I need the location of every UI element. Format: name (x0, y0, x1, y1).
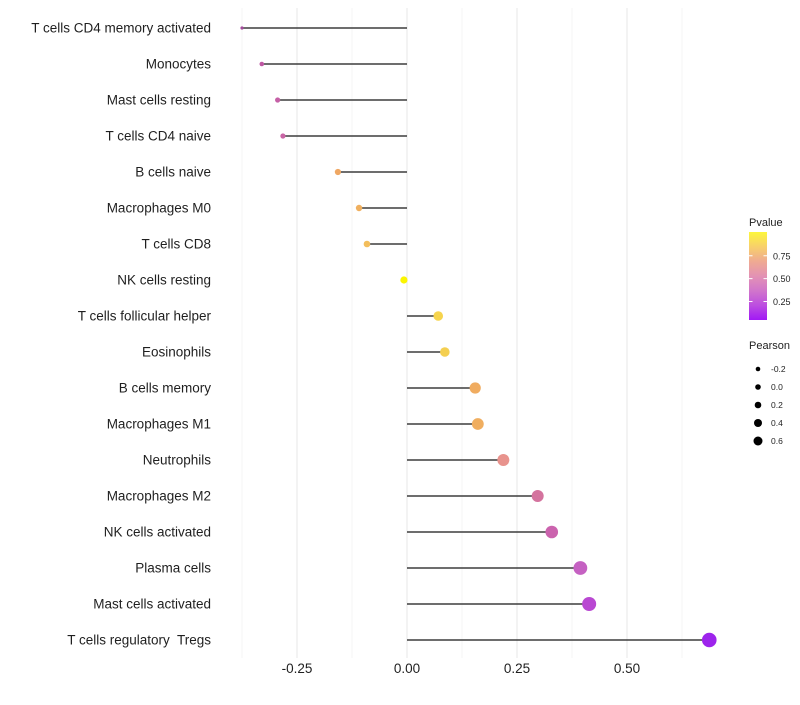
lollipop-dot (355, 204, 363, 212)
y-axis-label: Macrophages M2 (107, 489, 211, 504)
y-axis-label: Plasma cells (135, 561, 211, 576)
pearson-legend-dot (754, 419, 762, 427)
x-axis-tick-label: 0.25 (504, 661, 530, 676)
y-axis-label: T cells CD8 (141, 237, 211, 252)
lollipop-dot (545, 525, 559, 539)
pvalue-gradient-bar (749, 232, 767, 320)
y-axis-label: Macrophages M0 (107, 201, 211, 216)
lollipop-dot (280, 133, 286, 139)
x-axis-tick-label: -0.25 (282, 661, 313, 676)
y-axis-label: Mast cells activated (93, 597, 211, 612)
y-axis-label: Macrophages M1 (107, 417, 211, 432)
lollipop-dot (275, 97, 281, 103)
lollipop-dot (573, 561, 588, 575)
pearson-legend-dot (755, 384, 761, 390)
lollipop-dot (433, 311, 444, 321)
pearson-legend-dot (754, 401, 762, 409)
y-axis-label: Eosinophils (142, 345, 211, 360)
x-axis-tick-label: 0.50 (614, 661, 640, 676)
lollipop-dot (240, 26, 244, 30)
lollipop-dot (469, 382, 481, 394)
pearson-legend-dot (753, 436, 763, 446)
lollipop-dot (334, 168, 342, 176)
y-axis-label: NK cells activated (104, 525, 211, 540)
y-axis-label: Monocytes (146, 57, 212, 72)
pvalue-tick-label: 0.25 (773, 297, 791, 307)
y-axis-label: Mast cells resting (107, 93, 211, 108)
x-axis-tick-label: 0.00 (394, 661, 420, 676)
pearson-legend-label: 0.6 (771, 436, 783, 446)
lollipop-dot (582, 597, 597, 611)
pearson-legend-label: -0.2 (771, 364, 786, 374)
y-axis-label: T cells CD4 memory activated (31, 21, 211, 36)
lollipop-dot (471, 418, 484, 430)
lollipop-dot (363, 240, 371, 248)
pvalue-tick-label: 0.50 (773, 274, 791, 284)
pearson-legend-label: 0.0 (771, 382, 783, 392)
pearson-legend-dot (755, 366, 761, 372)
lollipop-dot (531, 490, 544, 502)
lollipop-dot (259, 61, 265, 67)
y-axis-label: NK cells resting (117, 273, 211, 288)
pearson-legend-label: 0.4 (771, 418, 783, 428)
y-axis-label: T cells CD4 naive (105, 129, 211, 144)
pearson-legend-title: Pearson (749, 340, 790, 352)
lollipop-dot (400, 276, 408, 284)
y-axis-label: B cells naive (135, 165, 211, 180)
lollipop-dot (440, 347, 450, 357)
pvalue-legend-title: Pvalue (749, 217, 783, 229)
lollipop-dot (701, 632, 717, 648)
y-axis-label: Neutrophils (143, 453, 212, 468)
y-axis-label: B cells memory (119, 381, 212, 396)
y-axis-label: T cells regulatory Tregs (67, 633, 211, 648)
lollipop-dot (497, 454, 510, 466)
y-axis-label: T cells follicular helper (78, 309, 212, 324)
pvalue-tick-label: 0.75 (773, 251, 791, 261)
pearson-legend-label: 0.2 (771, 400, 783, 410)
